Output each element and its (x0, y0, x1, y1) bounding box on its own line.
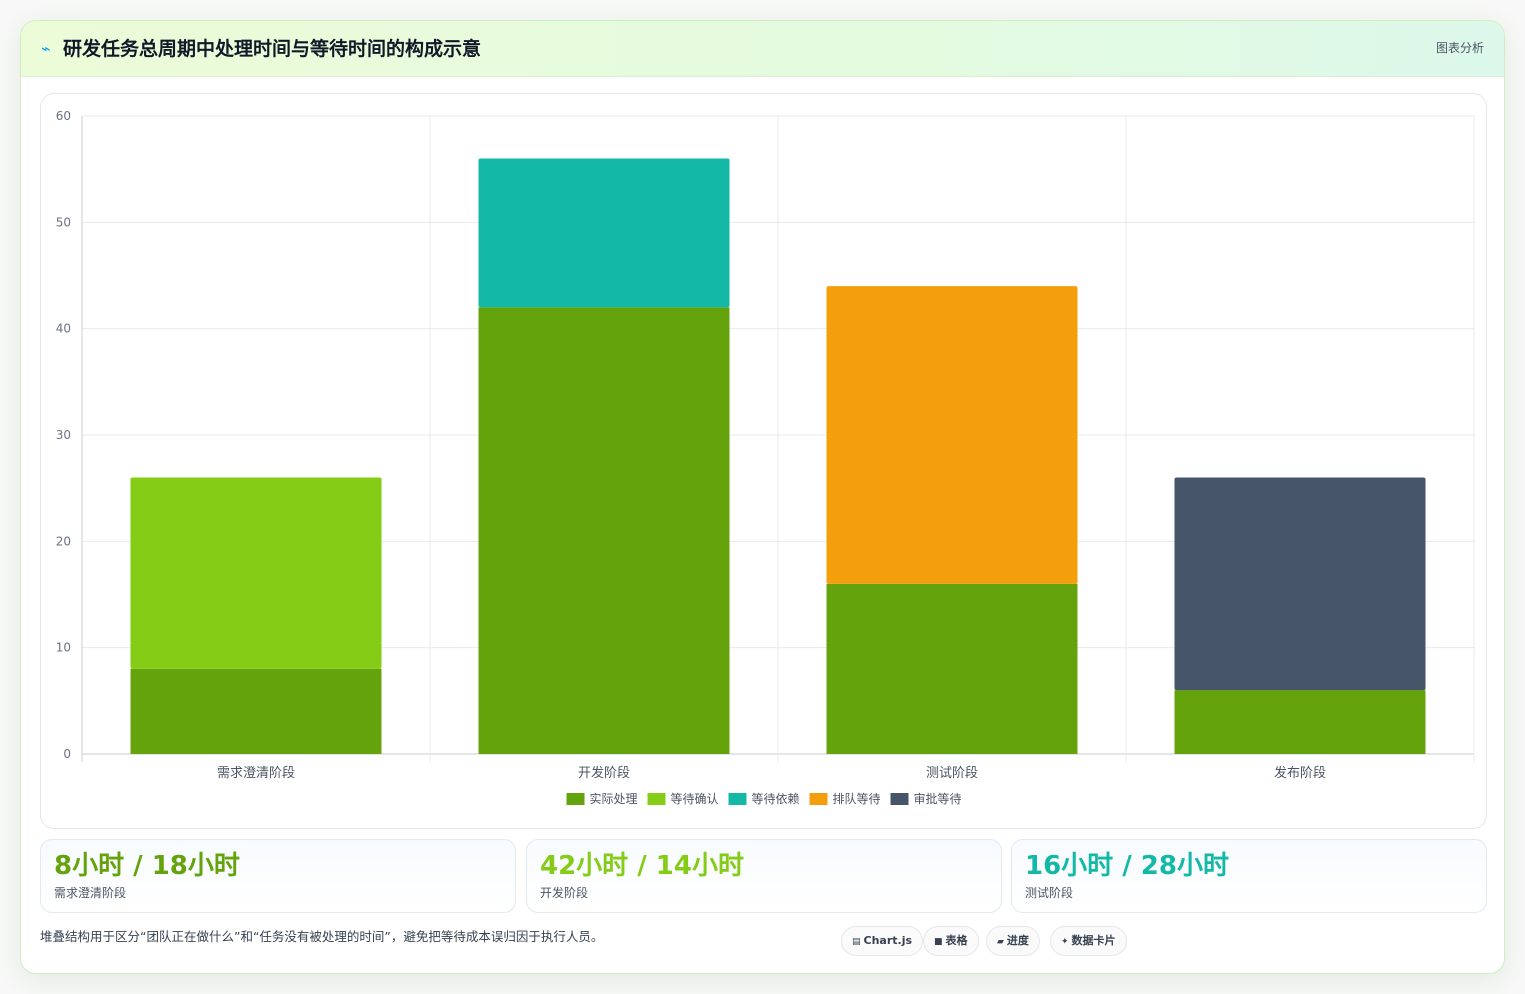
legend-swatch (890, 793, 909, 805)
header-tag: 图表分析 (1435, 41, 1484, 55)
footnote: 堆叠结构用于区分“团队正在做什么”和“任务没有被处理的时间”，避免把等待成本误归… (40, 929, 604, 944)
pill-label: 数据卡片 (1071, 934, 1116, 947)
stat-value: 16小时 / 28小时 (1025, 851, 1229, 881)
chart-line-icon: ⌁ (41, 39, 51, 58)
pill-progress[interactable]: ▰ 进度 (986, 926, 1040, 956)
legend-label: 排队等待 (833, 791, 881, 806)
chart-icon: ▤ (852, 937, 861, 947)
legend-label: 审批等待 (914, 791, 962, 806)
y-tick-label: 0 (63, 747, 71, 761)
chart-card: ⌁ 研发任务总周期中处理时间与等待时间的构成示意 图表分析 0 10 20 30 40 5… (20, 20, 1505, 974)
y-tick-label: 50 (56, 215, 71, 229)
legend-label: 等待确认 (671, 792, 719, 806)
pill-label: 进度 (1006, 934, 1029, 947)
y-tick-label: 10 (56, 641, 71, 655)
legend-label: 等待依赖 (752, 791, 800, 806)
pill-data-card[interactable]: ✦ 数据卡片 (1050, 926, 1127, 956)
legend-swatch (647, 793, 666, 805)
y-tick-label: 20 (56, 534, 71, 548)
legend-swatch (566, 793, 585, 805)
stat-card-1: 42小时 / 14小时 开发阶段 (526, 839, 1002, 913)
stat-label: 需求澄清阶段 (54, 886, 127, 900)
legend-swatch (728, 793, 747, 805)
stat-label: 开发阶段 (540, 886, 589, 900)
x-tick-label: 发布阶段 (1274, 765, 1326, 781)
y-tick-label: 40 (56, 322, 71, 336)
card-header: ⌁ 研发任务总周期中处理时间与等待时间的构成示意 图表分析 (21, 21, 1504, 77)
stat-value: 42小时 / 14小时 (540, 851, 744, 881)
y-tick-label: 60 (56, 109, 71, 123)
pill-table[interactable]: ■ 表格 (923, 926, 979, 956)
x-tick-label: 需求澄清阶段 (217, 766, 295, 781)
x-tick-label: 开发阶段 (578, 765, 630, 781)
bar-segment (478, 307, 730, 754)
bar-segment (130, 477, 382, 669)
bar-segment (1174, 690, 1426, 754)
x-tick-label: 测试阶段 (926, 766, 978, 781)
progress-icon: ▰ (997, 937, 1004, 947)
bar-segment (130, 668, 382, 754)
bar-segment (826, 286, 1078, 584)
pill-chartjs[interactable]: ▤ Chart.js (841, 926, 924, 956)
bar-segment (826, 583, 1078, 754)
stat-value: 8小时 / 18小时 (54, 851, 240, 881)
page-title: 研发任务总周期中处理时间与等待时间的构成示意 (63, 38, 482, 60)
y-tick-label: 30 (56, 428, 71, 442)
legend-label: 实际处理 (590, 791, 638, 806)
legend-swatch (809, 793, 828, 805)
pill-label: 表格 (945, 934, 968, 947)
sparkle-icon: ✦ (1061, 937, 1069, 947)
stat-card-0: 8小时 / 18小时 需求澄清阶段 (40, 839, 516, 913)
pill-label: Chart.js (863, 934, 913, 947)
bar-segment (478, 158, 730, 308)
stat-label: 测试阶段 (1025, 886, 1074, 900)
bar-segment (1174, 477, 1426, 691)
chart-container: 0 10 20 30 40 50 60 需求澄清阶段 开发阶段 测试阶段 发布阶段实际处理 等待确认 等… (40, 93, 1487, 829)
table-icon: ■ (934, 937, 943, 947)
stat-card-2: 16小时 / 28小时 测试阶段 (1011, 839, 1487, 913)
